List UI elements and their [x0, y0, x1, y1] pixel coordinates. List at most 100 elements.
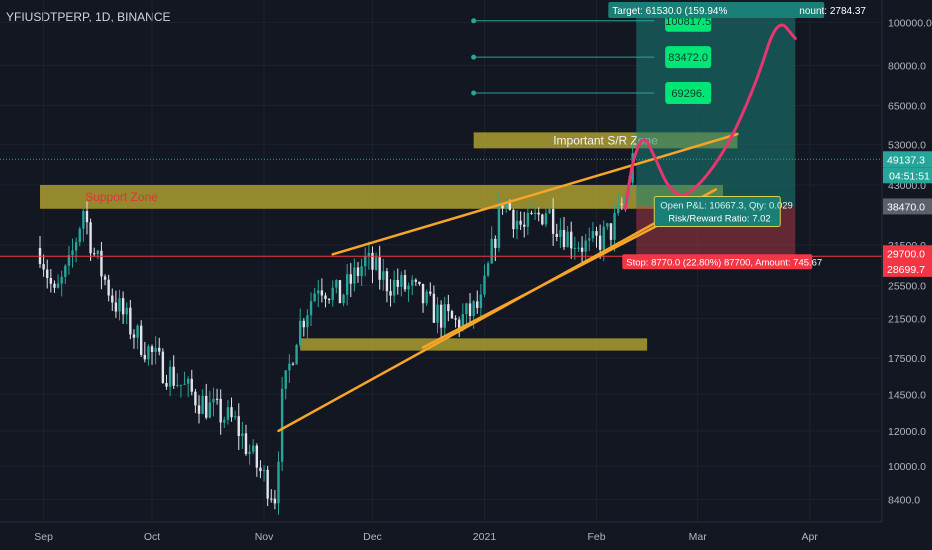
candle-body [205, 395, 208, 418]
candle-body [161, 351, 165, 383]
candle-body [457, 319, 461, 329]
pnl-label: Open P&L: 10667.3, Qty: 0.029 [660, 201, 793, 212]
candle-body [241, 433, 244, 437]
candle-body [436, 304, 439, 323]
zone-2 [300, 338, 648, 351]
candle-body [356, 267, 360, 277]
position-tool[interactable] [636, 4, 796, 257]
candle-body [555, 233, 558, 237]
candle-body [392, 279, 396, 296]
candle-body [425, 291, 428, 304]
symbol-title: YFIUSDTPERP, 1D, BINANCE [6, 10, 171, 24]
candle-body [82, 211, 85, 229]
candle-body [147, 346, 150, 360]
candle-body [519, 220, 522, 225]
candle-body [512, 209, 515, 230]
countdown-bg [883, 167, 932, 184]
candle-body [414, 279, 418, 282]
candle-body [168, 366, 172, 387]
candle-body [421, 283, 425, 304]
candle-body [129, 307, 132, 335]
candle-body [71, 250, 74, 256]
target-dot-0 [471, 18, 477, 24]
candle-body [233, 416, 237, 418]
candle-body [118, 298, 121, 312]
entry-price-tag: 38470.0 [887, 201, 925, 213]
labels-layer: 100817.5 83472.0 69296. Target: 61530.0 (15… [608, 2, 866, 270]
candle-body [295, 344, 298, 365]
target-label-1: 83472.0 [668, 52, 708, 64]
time-tick-0: Sep [34, 531, 53, 543]
candle-body [154, 347, 157, 352]
candles-layer [38, 142, 634, 515]
target-info-box [608, 2, 825, 18]
candle-body [429, 291, 432, 294]
projection-curve [623, 23, 797, 211]
price-tick-12: 8400.0 [888, 495, 920, 507]
zone-label-0: Important S/R Zone [553, 133, 658, 147]
candle-body [588, 238, 591, 241]
candle-body [208, 402, 212, 418]
candle-body [364, 255, 367, 267]
candle-body [143, 354, 146, 360]
candle-body [443, 304, 446, 328]
trendline-0 [331, 132, 739, 256]
candle-body [403, 275, 407, 290]
alert-price-tag-bg [883, 245, 932, 262]
candle-body [606, 223, 609, 227]
candle-body [165, 382, 168, 387]
candle-body [183, 383, 186, 385]
candle-body [324, 295, 327, 300]
candle-body [407, 285, 410, 290]
candle-body [371, 252, 374, 270]
candle-body [64, 265, 67, 277]
time-tick-3: Dec [363, 531, 382, 543]
candle-body [190, 378, 193, 392]
candle-body [111, 295, 114, 303]
candle-body [504, 202, 508, 209]
candle-body [139, 325, 143, 355]
candle-body [566, 231, 569, 248]
candle-body [573, 247, 577, 249]
candle-body [226, 407, 230, 420]
candle-body [526, 212, 530, 227]
stop-info-label: Stop: 8770.0 (22.80%) 87700, Amount: 745… [626, 257, 822, 268]
candle-body [277, 461, 280, 504]
candle-body [450, 311, 454, 319]
candle-body [244, 433, 248, 455]
time-axis[interactable]: Sep Oct Nov Dec 2021 Feb Mar Apr [0, 521, 932, 550]
price-tick-3: 53000.0 [888, 140, 926, 152]
time-tick-5: Feb [587, 531, 605, 543]
candle-body [125, 307, 128, 315]
pnl-box [653, 196, 781, 228]
candle-body [374, 257, 378, 270]
price-axis[interactable]: 100000.080000.065000.053000.043000.03150… [881, 0, 932, 550]
time-tick-6: Mar [689, 531, 708, 543]
candle-body [176, 384, 179, 386]
candle-body [454, 318, 457, 320]
candle-body [262, 469, 266, 472]
candle-body [494, 238, 497, 248]
candle-body [367, 252, 371, 256]
candle-body [49, 278, 53, 284]
candle-body [616, 203, 620, 214]
time-tick-1: Oct [144, 531, 160, 543]
candle-body [418, 281, 421, 284]
price-tick-8: 17500.0 [888, 353, 926, 365]
candle-body [360, 266, 363, 277]
candle-body [100, 250, 103, 277]
candle-body [483, 275, 486, 295]
candle-body [114, 302, 118, 312]
candle-body [313, 293, 316, 302]
price-tick-9: 14500.0 [888, 389, 926, 401]
candle-body [501, 205, 504, 209]
candle-body [595, 231, 598, 236]
time-axis-bg [0, 522, 932, 550]
target-info-label: Target: 61530.0 (159.94% [612, 6, 727, 17]
candle-body [89, 222, 92, 254]
candle-body [298, 320, 302, 345]
candle-body [248, 451, 251, 455]
candle-body [548, 209, 551, 214]
candle-body [136, 325, 139, 338]
